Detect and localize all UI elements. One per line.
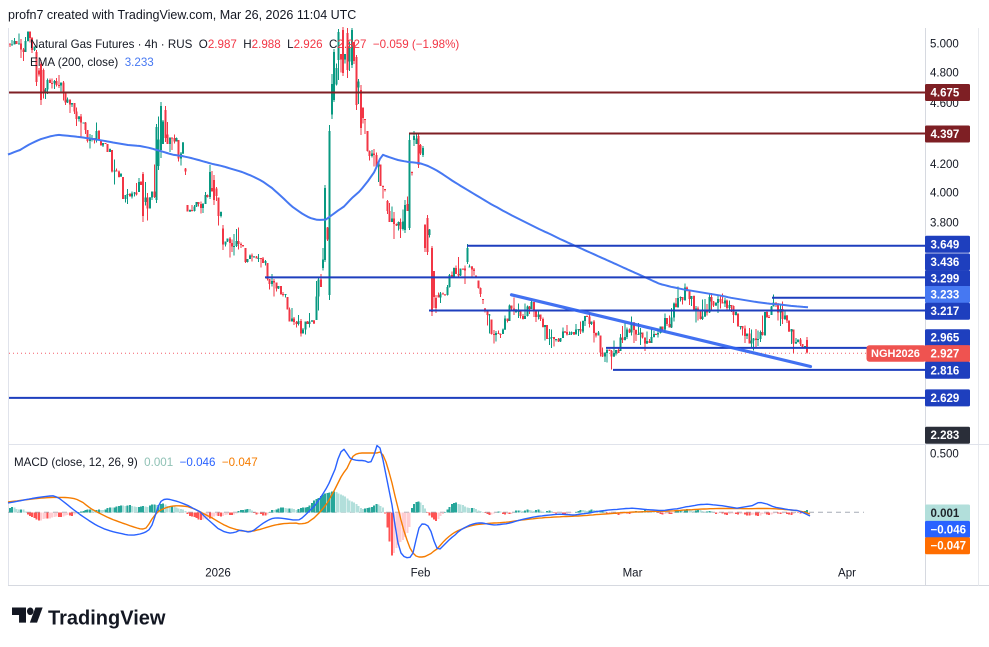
svg-text:4.397: 4.397: [931, 129, 960, 141]
svg-text:3.233: 3.233: [931, 290, 960, 302]
svg-text:−0.046: −0.046: [931, 524, 967, 536]
svg-text:Apr: Apr: [838, 568, 856, 580]
svg-text:profn7 created with TradingVie: profn7 created with TradingView.com, Mar…: [8, 8, 356, 22]
svg-text:5.000: 5.000: [930, 38, 959, 50]
svg-text:Mar: Mar: [623, 568, 643, 580]
svg-text:4.675: 4.675: [931, 88, 960, 100]
svg-text:3.800: 3.800: [930, 218, 959, 230]
svg-text:2.927: 2.927: [931, 349, 960, 361]
svg-text:MACD (close, 12, 26, 9) 0.001: MACD (close, 12, 26, 9) 0.001 −0.046 −0.…: [14, 456, 258, 469]
svg-text:EMA (200, close) 3.233: EMA (200, close) 3.233: [30, 56, 154, 69]
svg-text:TradingView: TradingView: [48, 608, 166, 630]
svg-text:2026: 2026: [205, 568, 231, 580]
svg-text:4.200: 4.200: [930, 159, 959, 171]
svg-text:0.500: 0.500: [930, 448, 959, 460]
svg-text:4.000: 4.000: [930, 188, 959, 200]
svg-text:2.283: 2.283: [931, 430, 960, 442]
svg-text:3.217: 3.217: [931, 306, 960, 318]
svg-text:3.649: 3.649: [931, 239, 960, 251]
svg-text:−0.047: −0.047: [931, 541, 967, 553]
svg-text:2.629: 2.629: [931, 393, 960, 405]
svg-text:Feb: Feb: [411, 568, 431, 580]
svg-text:2.965: 2.965: [931, 333, 960, 345]
svg-text:3.436: 3.436: [931, 257, 960, 269]
svg-text:0.001: 0.001: [931, 508, 960, 520]
svg-text:4.800: 4.800: [930, 68, 959, 80]
svg-text:3.299: 3.299: [931, 274, 960, 286]
svg-text:NGH2026: NGH2026: [871, 348, 920, 360]
svg-text:2.816: 2.816: [931, 365, 960, 377]
svg-text:Natural Gas Futures · 4h · RUS: Natural Gas Futures · 4h · RUS O2.987 H2…: [30, 38, 459, 51]
